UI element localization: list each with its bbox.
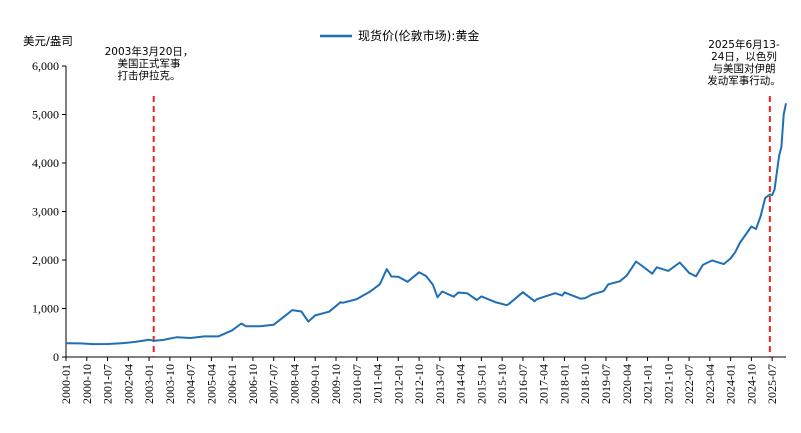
x-tick-label: 2006-01: [225, 364, 239, 404]
x-tick-label: 2023-04: [703, 364, 717, 404]
x-tick-label: 2000-10: [80, 364, 94, 404]
x-tick-label: 2003-10: [163, 364, 177, 404]
x-tick-label: 2000-01: [59, 364, 73, 404]
event-annotation-text: 2003年3月20日，: [105, 45, 194, 58]
legend-label: 现货价(伦敦市场):黄金: [358, 28, 479, 43]
x-tick-label: 2024-10: [744, 364, 758, 404]
x-tick-label: 2017-04: [537, 364, 551, 404]
x-tick-label: 2007-07: [267, 364, 281, 404]
event-annotation-text: 2025年6月13-: [708, 38, 780, 51]
y-tick-label: 5,000: [32, 108, 59, 122]
x-tick-label: 2002-04: [121, 364, 135, 404]
x-tick-label: 2021-10: [661, 364, 675, 404]
x-tick-label: 2014-04: [454, 364, 468, 404]
x-tick-label: 2009-01: [308, 364, 322, 404]
x-tick-label: 2012-10: [412, 364, 426, 404]
y-tick-label: 4,000: [32, 156, 59, 170]
x-tick-label: 2011-04: [371, 364, 385, 404]
event-annotation-text: 与美国对伊朗: [713, 62, 776, 75]
x-tick-label: 2025-07: [765, 364, 779, 404]
x-tick-label: 2018-10: [578, 364, 592, 404]
x-tick-label: 2024-01: [724, 364, 738, 404]
x-tick-label: 2008-04: [287, 364, 301, 404]
event-annotation-text: 发动军事行动。: [707, 74, 781, 87]
y-axis: 0 1,000 2,000 3,000 4,000 5,000 6,000: [32, 59, 67, 364]
x-tick-label: 2013-07: [433, 364, 447, 404]
x-tick-label: 2016-07: [516, 364, 530, 404]
x-tick-label: 2003-01: [142, 364, 156, 404]
legend: 现货价(伦敦市场):黄金: [320, 28, 479, 43]
x-tick-label: 2015-10: [495, 364, 509, 404]
y-tick-label: 0: [53, 350, 59, 364]
gold-spot-price-line: [65, 103, 787, 346]
y-tick-label: 6,000: [32, 59, 59, 73]
event-annotation-text: 打击伊拉克。: [118, 69, 181, 82]
series-layer: [65, 103, 787, 346]
x-tick-label: 2015-01: [474, 364, 488, 404]
x-tick-label: 2006-10: [246, 364, 260, 404]
x-tick-label: 2022-07: [682, 364, 696, 404]
x-tick-label: 2001-07: [101, 364, 115, 404]
event-annotation-text: 24日，以色列: [711, 50, 777, 63]
x-tick-label: 2021-01: [641, 364, 655, 404]
x-axis: 2000-01 2000-10 2001-07 2002-04 2003-01 2003-…: [59, 356, 786, 404]
x-tick-label: 2018-01: [557, 364, 571, 404]
x-tick-label: 2009-10: [329, 364, 343, 404]
x-tick-label: 2012-01: [391, 364, 405, 404]
y-tick-label: 1,000: [32, 302, 59, 316]
x-tick-label: 2019-07: [599, 364, 613, 404]
event-annotation-text: 美国正式军事: [118, 57, 181, 70]
y-tick-label: 2,000: [32, 253, 59, 267]
x-tick-label: 2010-07: [350, 364, 364, 404]
x-tick-label: 2004-07: [184, 364, 198, 404]
y-tick-label: 3,000: [32, 205, 59, 219]
x-tick-label: 2005-04: [204, 364, 218, 404]
y-axis-unit-label: 美元/盎司: [23, 34, 73, 48]
x-tick-label: 2020-04: [620, 364, 634, 404]
